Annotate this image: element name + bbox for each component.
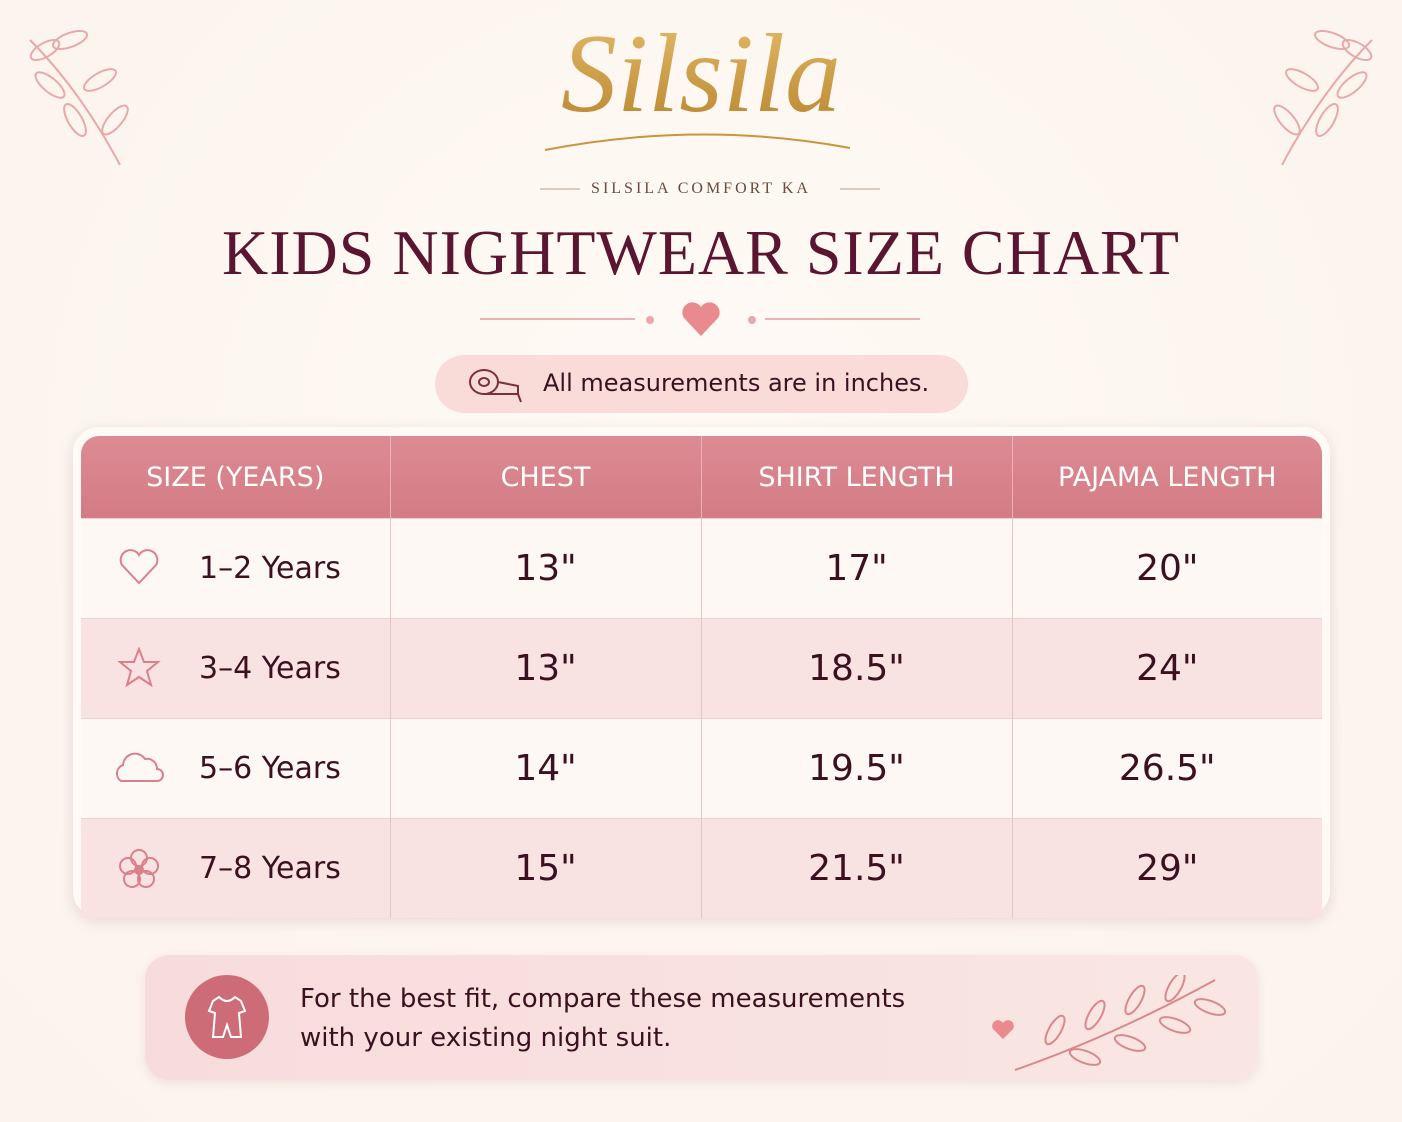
tape-icon bbox=[469, 369, 522, 403]
size-cell: 1–2 Years bbox=[81, 518, 391, 619]
divider-dot bbox=[646, 316, 654, 324]
heart-icon bbox=[119, 549, 159, 585]
cell: 21.5" bbox=[701, 818, 1013, 918]
cell: 13" bbox=[390, 618, 702, 719]
divider-heart bbox=[682, 302, 720, 336]
size-label: 5–6 Years bbox=[199, 751, 341, 786]
size-cell: 3–4 Years bbox=[81, 618, 391, 719]
size-label: 7–8 Years bbox=[199, 851, 341, 886]
size-label: 3–4 Years bbox=[199, 651, 341, 686]
cell: 19.5" bbox=[701, 718, 1013, 819]
size-cell: 5–6 Years bbox=[81, 718, 391, 819]
brand-tagline: SILSILA COMFORT KA bbox=[591, 180, 811, 197]
column-header: CHEST bbox=[390, 436, 702, 519]
column-header: SHIRT LENGTH bbox=[701, 436, 1013, 519]
footer-decor bbox=[185, 975, 1227, 1071]
footer-box bbox=[145, 955, 1258, 1080]
row: 3–4 Years 13" 18.5" 24" bbox=[81, 618, 1322, 719]
header-row: SIZE (YEARS) CHEST SHIRT LENGTH PAJAMA L… bbox=[81, 436, 1322, 519]
brand-name: Silsila bbox=[0, 10, 1402, 139]
cell: 18.5" bbox=[701, 618, 1013, 719]
flower-icon bbox=[119, 849, 159, 888]
note-pill bbox=[435, 355, 968, 413]
cell: 13" bbox=[390, 518, 702, 619]
footer-text: For the best fit, compare these measurem… bbox=[300, 984, 906, 1053]
cloud-icon bbox=[116, 752, 164, 782]
title: KIDS NIGHTWEAR SIZE CHART bbox=[222, 217, 1180, 288]
row: 7–8 Years 15" 21.5" 29" bbox=[81, 818, 1322, 918]
row: 1–2 Years 13" 17" 20" bbox=[81, 518, 1322, 619]
leaf-left bbox=[29, 29, 129, 166]
cell: 24" bbox=[1012, 618, 1322, 719]
note: All measurements are in inches. bbox=[543, 369, 930, 397]
row: 5–6 Years 14" 19.5" 26.5" bbox=[81, 718, 1322, 819]
cell: 14" bbox=[390, 718, 702, 819]
cell: 20" bbox=[1012, 518, 1322, 619]
cell: 15" bbox=[390, 818, 702, 918]
cell: 29" bbox=[1012, 818, 1322, 918]
column-header: SIZE (YEARS) bbox=[81, 436, 391, 519]
star-icon bbox=[117, 647, 161, 687]
brand-swash bbox=[544, 133, 851, 151]
divider-dot bbox=[748, 316, 756, 324]
leaf-right bbox=[1273, 29, 1373, 166]
cell: 17" bbox=[701, 518, 1013, 619]
size-label: 1–2 Years bbox=[199, 551, 341, 586]
cell: 26.5" bbox=[1012, 718, 1322, 819]
size-table: SIZE (YEARS) CHEST SHIRT LENGTH PAJAMA L… bbox=[81, 436, 1322, 918]
column-header: PAJAMA LENGTH bbox=[1012, 436, 1322, 519]
size-cell: 7–8 Years bbox=[81, 818, 391, 918]
